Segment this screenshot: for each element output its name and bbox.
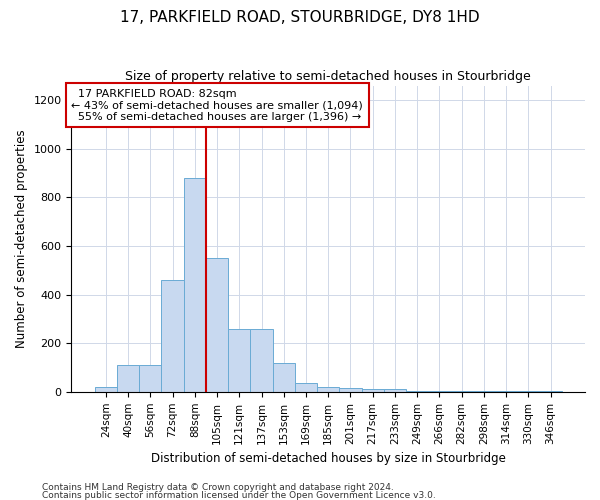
Bar — [161, 280, 184, 392]
Bar — [117, 365, 139, 392]
Bar — [495, 390, 517, 392]
Text: Contains public sector information licensed under the Open Government Licence v3: Contains public sector information licen… — [42, 491, 436, 500]
Y-axis label: Number of semi-detached properties: Number of semi-detached properties — [15, 130, 28, 348]
Bar — [228, 328, 250, 392]
Title: Size of property relative to semi-detached houses in Stourbridge: Size of property relative to semi-detach… — [125, 70, 531, 83]
Bar — [451, 390, 473, 392]
Bar — [406, 390, 428, 392]
Bar — [517, 390, 539, 392]
Bar — [362, 390, 384, 392]
Text: Contains HM Land Registry data © Crown copyright and database right 2024.: Contains HM Land Registry data © Crown c… — [42, 484, 394, 492]
Text: 17 PARKFIELD ROAD: 82sqm
← 43% of semi-detached houses are smaller (1,094)
  55%: 17 PARKFIELD ROAD: 82sqm ← 43% of semi-d… — [71, 88, 363, 122]
Bar — [250, 328, 272, 392]
Text: 17, PARKFIELD ROAD, STOURBRIDGE, DY8 1HD: 17, PARKFIELD ROAD, STOURBRIDGE, DY8 1HD — [120, 10, 480, 25]
Bar — [473, 390, 495, 392]
Bar — [340, 388, 362, 392]
Bar — [539, 390, 562, 392]
Bar — [139, 365, 161, 392]
Bar — [295, 384, 317, 392]
Bar — [384, 390, 406, 392]
Bar — [272, 362, 295, 392]
Bar — [206, 258, 228, 392]
Bar — [317, 387, 340, 392]
Bar — [95, 388, 117, 392]
Bar — [428, 390, 451, 392]
Bar — [184, 178, 206, 392]
X-axis label: Distribution of semi-detached houses by size in Stourbridge: Distribution of semi-detached houses by … — [151, 452, 506, 465]
